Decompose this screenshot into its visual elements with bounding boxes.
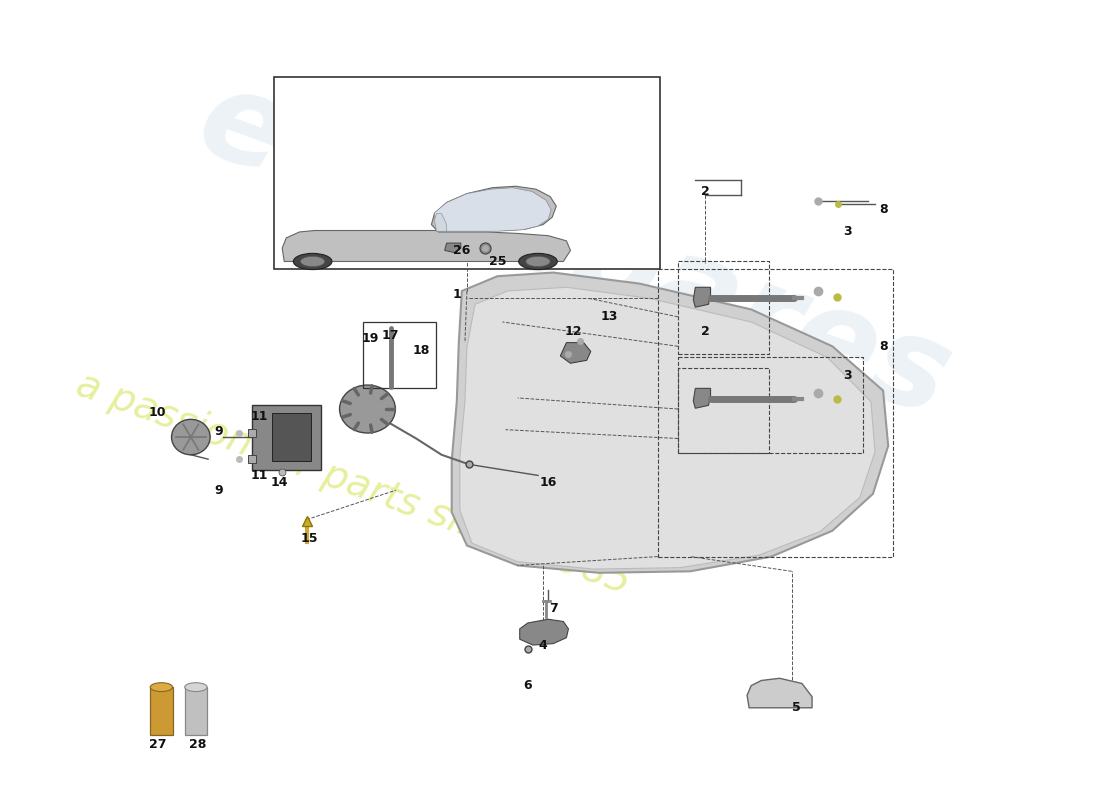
Text: 6: 6 (524, 679, 532, 692)
Text: 4: 4 (539, 638, 548, 651)
Text: 5: 5 (792, 702, 801, 714)
Bar (274, 77, 660, 269)
Text: 26: 26 (453, 244, 471, 257)
Text: 3: 3 (844, 370, 851, 382)
Text: 8: 8 (879, 340, 888, 353)
Polygon shape (693, 388, 711, 408)
Text: eurospares: eurospares (183, 58, 967, 442)
Text: 17: 17 (382, 329, 399, 342)
Text: 16: 16 (539, 476, 557, 490)
Text: 15: 15 (300, 532, 318, 545)
Ellipse shape (172, 419, 210, 454)
Polygon shape (693, 287, 711, 307)
Bar (185, 687, 207, 735)
Text: 18: 18 (412, 343, 430, 357)
Polygon shape (452, 273, 888, 573)
Polygon shape (460, 287, 874, 569)
Text: 28: 28 (189, 738, 207, 751)
Polygon shape (283, 186, 571, 262)
Ellipse shape (185, 682, 207, 691)
Text: 13: 13 (601, 310, 618, 323)
Polygon shape (747, 678, 812, 708)
Bar (252, 405, 321, 470)
Text: 14: 14 (271, 476, 288, 490)
Polygon shape (519, 619, 569, 645)
Text: 11: 11 (250, 469, 267, 482)
Text: 11: 11 (250, 410, 267, 423)
Polygon shape (444, 243, 461, 253)
Polygon shape (434, 214, 447, 231)
Bar (272, 414, 310, 461)
Text: 10: 10 (148, 406, 166, 419)
Ellipse shape (519, 254, 558, 270)
Text: 2: 2 (701, 185, 710, 198)
Ellipse shape (300, 256, 324, 266)
Text: 3: 3 (844, 226, 851, 238)
Text: 9: 9 (213, 425, 222, 438)
Text: 25: 25 (488, 255, 506, 268)
Text: 7: 7 (549, 602, 558, 614)
Polygon shape (434, 188, 551, 231)
Ellipse shape (340, 385, 395, 433)
Text: 27: 27 (148, 738, 166, 751)
Bar (678, 262, 769, 354)
Polygon shape (560, 342, 591, 363)
Ellipse shape (151, 682, 173, 691)
Text: 12: 12 (564, 325, 582, 338)
Bar (151, 687, 173, 735)
Text: 2: 2 (701, 325, 710, 338)
Text: a passion for parts since 1985: a passion for parts since 1985 (72, 365, 636, 602)
Text: 8: 8 (879, 203, 888, 216)
Text: 1: 1 (452, 288, 461, 301)
Text: 19: 19 (362, 333, 380, 346)
Bar (678, 369, 769, 454)
Text: 9: 9 (213, 484, 222, 497)
Ellipse shape (526, 256, 550, 266)
Ellipse shape (294, 254, 332, 270)
Bar (363, 322, 437, 388)
